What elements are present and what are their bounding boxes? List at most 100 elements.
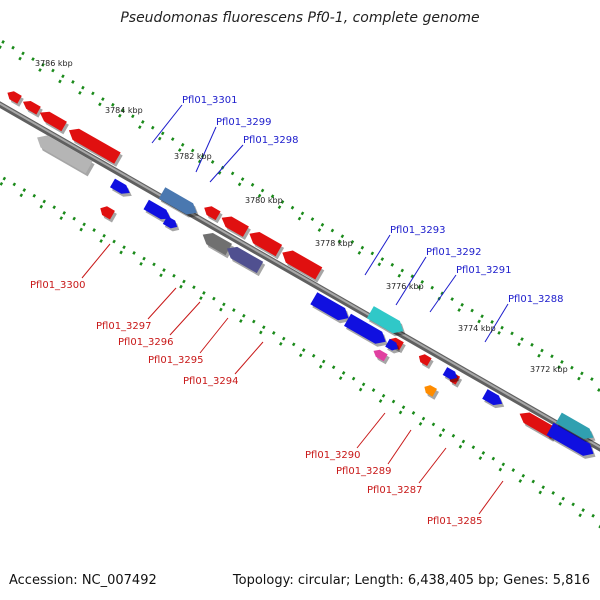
tick-dot-inner [271, 331, 276, 335]
tick-dot-outer-major [217, 170, 222, 175]
tick-dot-outer [61, 74, 65, 79]
gene-features [7, 91, 596, 459]
tick-dot-outer-major [297, 216, 302, 221]
tick-dot-inner [501, 462, 506, 467]
tick-dot-inner [62, 211, 66, 215]
tick-dot-outer-major [397, 273, 402, 278]
tick-dot-outer [530, 342, 534, 347]
gene-shaded-2-body [227, 246, 264, 274]
tick-dot-inner [531, 479, 536, 484]
tick-dot-outer-major [537, 353, 541, 358]
gene-reverse-7-body [282, 250, 323, 280]
tick-dot-outer-major [377, 262, 382, 267]
gene-forward-2 [162, 216, 180, 232]
tick-dot-outer [310, 217, 315, 221]
gene-forward-10 [546, 422, 596, 459]
tick-dot-outer-major [0, 45, 2, 50]
tick-dot-inner [581, 508, 585, 512]
leader-line-top [364, 234, 391, 276]
tick-dot-inner [321, 359, 326, 364]
gene-label-top: Pfl01_3291 [456, 265, 512, 276]
tick-dot-inner-major [99, 239, 103, 243]
tick-dot-outer-major [58, 79, 62, 84]
tick-dot-outer [131, 114, 135, 119]
tick-dot-inner [471, 445, 476, 450]
gene-label-bottom: Pfl01_3285 [427, 516, 483, 527]
tick-dot-outer-major [337, 239, 342, 244]
kbp-label: 3772 kbp [530, 365, 568, 374]
tick-dot-outer-major [417, 285, 422, 290]
kbp-label: 3774 kbp [458, 324, 496, 333]
gene-forward-6-body [385, 338, 398, 351]
tick-dot-outer-major [18, 56, 22, 61]
tick-dot-outer-major [138, 125, 142, 130]
tick-dot-inner-major [418, 421, 423, 426]
leader-line-bottom [147, 287, 177, 320]
tick-dot-inner [331, 365, 336, 370]
leader-line-bottom [478, 480, 504, 515]
tick-dot-outer [290, 205, 295, 210]
leader-line-top [151, 104, 183, 144]
kbp-label: 3778 kbp [315, 239, 353, 248]
gene-reverse-2 [39, 111, 69, 135]
gene-forward-6 [385, 338, 400, 354]
tick-dot-outer [240, 177, 245, 181]
gene-forward-3-body [158, 187, 197, 215]
tick-dot-outer [121, 108, 125, 113]
tick-dot-inner [521, 473, 526, 478]
gene-reverse-12 [100, 206, 117, 223]
gene-reverse-5-body [221, 216, 249, 237]
gene-reverse-9-body [418, 354, 432, 366]
gene-forward-9 [366, 306, 406, 337]
gene-shaded-0-body [37, 135, 93, 174]
tick-dot-inner-major [278, 341, 283, 346]
tick-dot-inner-major [358, 387, 363, 392]
map-title: Pseudomonas fluorescens Pf0-1, complete … [120, 10, 480, 26]
tick-dot-inner-major [59, 216, 64, 221]
gene-shaded-2 [227, 246, 266, 277]
leader-line-bottom [199, 317, 229, 354]
leader-line-bottom [169, 301, 201, 336]
tick-dot-inner [172, 273, 176, 278]
tick-dot-inner-major [438, 433, 443, 438]
gene-forward-4-body [310, 292, 349, 321]
tick-dot-inner-major [298, 353, 303, 358]
tick-dot-inner [182, 279, 186, 284]
tick-dot-outer [480, 314, 484, 319]
tick-dot-inner [112, 239, 116, 244]
tick-dot-inner [42, 199, 47, 204]
gene-label-top: Pfl01_3298 [243, 135, 299, 146]
tick-dot-inner-major [0, 181, 4, 186]
leader-line-bottom [81, 243, 111, 279]
gene-reverse-0 [7, 91, 24, 107]
tick-dot-inner [132, 251, 136, 255]
tick-dot-outer-major [98, 102, 102, 107]
gene-label-bottom: Pfl01_3294 [183, 376, 239, 387]
tick-dot-inner [222, 302, 226, 307]
tick-dot-inner-major [39, 204, 44, 209]
tick-dot-outer [370, 251, 375, 256]
gene-forward-1-body [143, 199, 171, 220]
leader-line-bottom [356, 412, 386, 449]
tick-dot-inner [212, 296, 216, 301]
tick-dot-inner [481, 451, 486, 455]
tick-dot-inner-major [378, 399, 383, 403]
gene-label-top: Pfl01_3288 [508, 294, 564, 305]
label-leader-lines [81, 104, 509, 515]
tick-dot-inner [12, 182, 17, 187]
tick-dot-outer [180, 142, 185, 147]
tick-dot-inner-major [219, 307, 223, 312]
tick-dot-outer [91, 91, 95, 96]
tick-dot-inner-major [119, 250, 123, 255]
gene-reverse-3 [68, 128, 123, 167]
tick-dot-inner-major [578, 513, 582, 518]
tick-dot-outer [470, 308, 474, 313]
tick-dot-outer [141, 120, 145, 124]
gene-forward-11 [555, 412, 596, 442]
tick-dot-outer-major [257, 193, 262, 198]
gene-reverse-0-body [7, 91, 22, 104]
tick-dot-outer [560, 360, 564, 364]
tick-dot-outer-major [517, 342, 521, 347]
tick-dot-inner [22, 188, 27, 192]
tick-dot-outer [500, 325, 504, 330]
